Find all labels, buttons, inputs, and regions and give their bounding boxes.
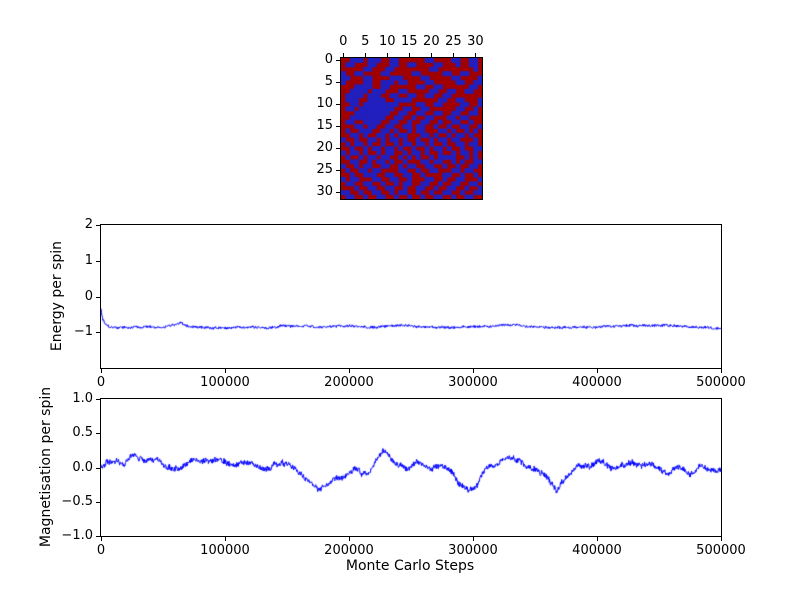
tick-mark [473,537,474,541]
x-tick-label: 200000 [324,543,374,558]
tick-mark [96,296,100,298]
y-tick-label: −0.5 [61,493,93,509]
tick-mark [101,537,102,541]
tick-mark [101,369,102,373]
tick-mark [96,225,100,226]
energy-line-plot [101,225,721,368]
lattice-x-tick-label: 5 [361,34,370,49]
lattice-y-tick-label: 15 [316,118,333,134]
lattice-y-tick-label: 25 [316,162,333,178]
y-tick-label: 1 [84,252,93,268]
lattice-x-tick-label: 10 [378,34,396,49]
x-tick-label: 100000 [200,375,250,390]
tick-mark [365,53,367,57]
x-tick-label: 0 [96,375,106,390]
tick-mark [475,53,477,57]
y-tick-label: 0.5 [72,425,93,441]
y-tick-label: 2 [84,217,93,232]
lattice-x-tick-label: 20 [423,34,440,49]
y-tick-label: −1.0 [61,528,93,543]
spin-lattice-heatmap [341,58,482,199]
tick-mark [336,82,340,84]
y-tick-label: 1.0 [72,391,93,406]
x-tick-label: 400000 [572,543,622,558]
x-axis-label: Monte Carlo Steps [345,558,475,574]
x-tick-label: 100000 [200,543,250,558]
tick-mark [336,60,340,62]
tick-mark [387,53,389,57]
x-tick-label: 500000 [696,543,746,558]
tick-mark [225,369,226,373]
tick-mark [721,537,722,541]
magnetisation-line-plot [101,399,721,536]
tick-mark [96,536,100,537]
tick-mark [96,332,100,334]
x-tick-label: 300000 [448,375,498,390]
lattice-y-tick-label: 30 [316,184,333,200]
tick-mark [336,170,340,172]
lattice-y-tick-label: 10 [316,96,333,112]
lattice-x-tick-label: 25 [445,34,462,49]
tick-mark [96,399,100,400]
y-tick-label: 0 [84,288,93,304]
tick-mark [409,53,411,57]
tick-mark [336,104,340,106]
tick-mark [343,53,345,57]
tick-mark [336,148,340,150]
lattice-y-tick-label: 5 [324,74,333,90]
tick-mark [96,260,100,262]
tick-mark [597,537,598,541]
tick-mark [96,433,100,435]
tick-mark [597,369,598,373]
lattice-y-tick-label: 20 [316,140,333,156]
tick-mark [431,53,433,57]
tick-mark [721,369,722,373]
lattice-x-tick-label: 0 [339,34,348,49]
lattice-x-tick-label: 15 [401,34,418,49]
spin-lattice-axes [340,57,483,200]
magnetisation-axes [100,398,722,537]
lattice-y-tick-label: 0 [324,52,333,68]
y-tick-label: −1 [73,324,93,340]
energy-axes [100,224,722,369]
y-tick-label: 0.0 [72,459,93,475]
x-tick-label: 200000 [324,375,374,390]
x-tick-label: 500000 [696,375,746,390]
x-tick-label: 300000 [448,543,498,558]
x-tick-label: 400000 [572,375,622,390]
tick-mark [336,126,340,128]
tick-mark [349,537,350,541]
tick-mark [453,53,455,57]
tick-mark [225,537,226,541]
lattice-x-tick-label: 30 [467,34,484,49]
tick-mark [349,369,350,373]
tick-mark [336,192,340,194]
tick-mark [96,467,100,469]
x-tick-label: 0 [96,543,106,558]
tick-mark [473,369,474,373]
tick-mark [96,501,100,503]
